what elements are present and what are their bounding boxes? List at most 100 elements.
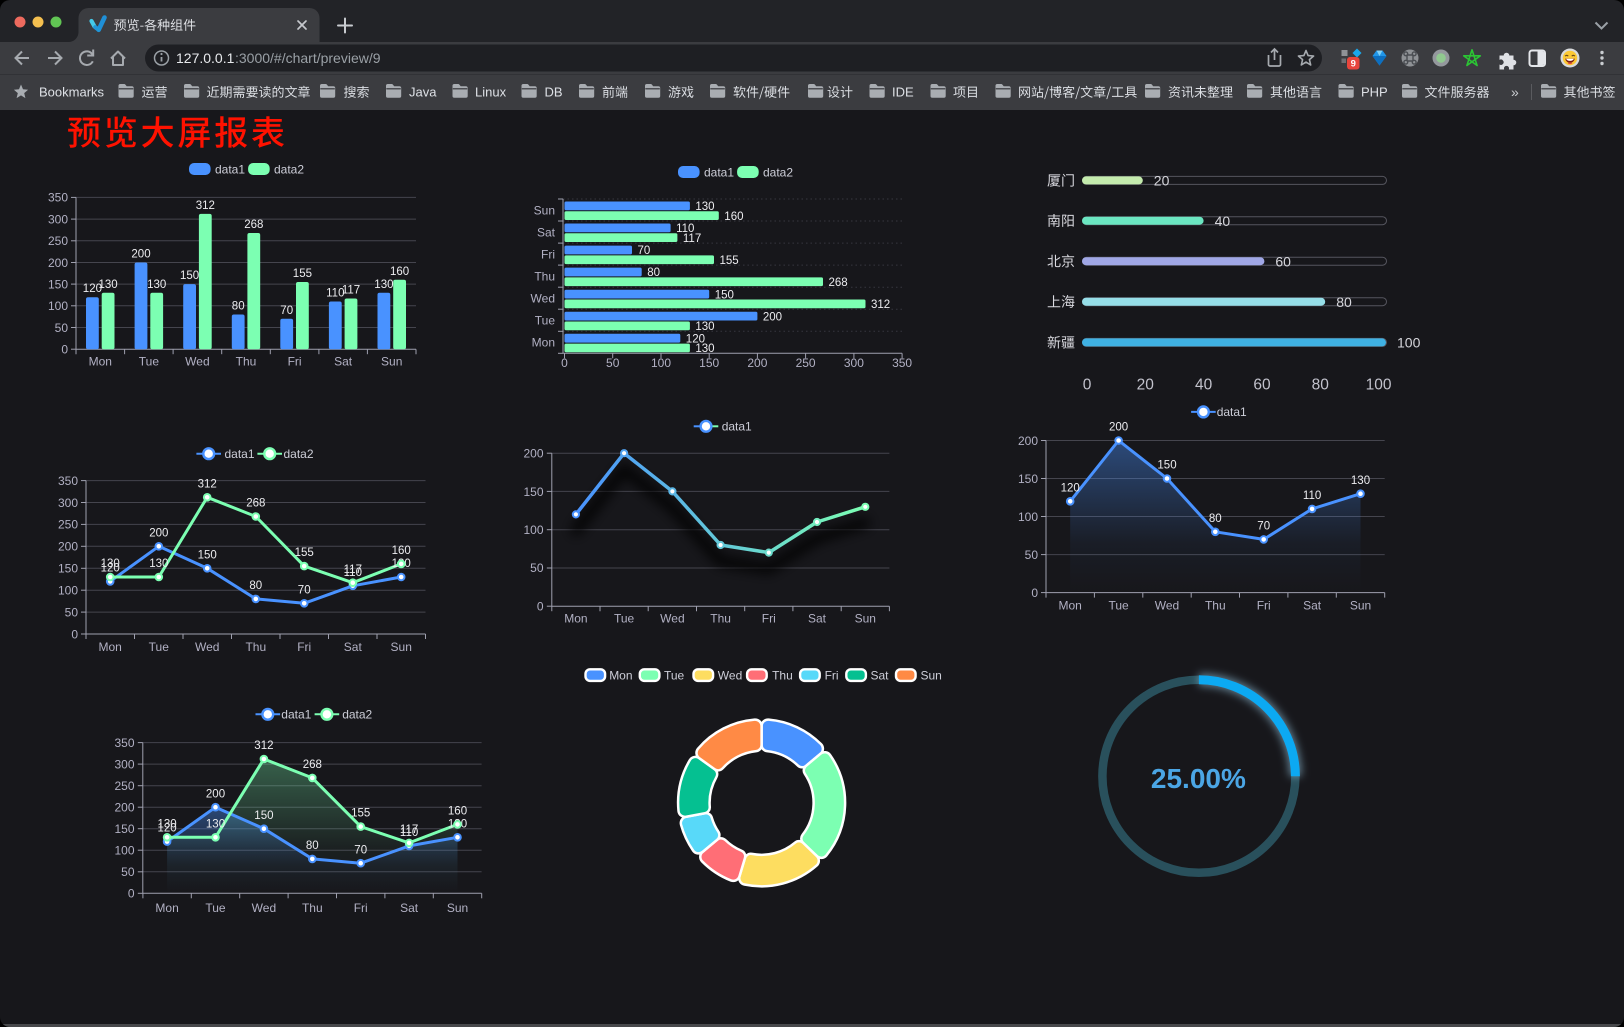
svg-text:350: 350 [58,474,78,488]
svg-text:312: 312 [198,478,217,490]
svg-text:Tue: Tue [149,640,170,654]
svg-text:150: 150 [180,270,199,282]
svg-text:Sat: Sat [400,901,419,915]
svg-text:Mon: Mon [564,612,587,626]
svg-text:350: 350 [48,191,68,205]
svg-text:data1: data1 [281,708,311,722]
svg-text:Mon: Mon [155,901,178,915]
svg-text:110: 110 [344,567,362,579]
svg-text:Wed: Wed [185,355,209,369]
svg-text:Thu: Thu [302,901,323,915]
svg-text:Sun: Sun [1350,599,1371,613]
svg-text:Sat: Sat [344,640,363,654]
svg-text:155: 155 [720,255,739,267]
svg-text:130: 130 [206,818,225,830]
svg-text:200: 200 [1109,422,1128,434]
svg-text:Tue: Tue [535,314,556,328]
svg-text:130: 130 [695,343,714,355]
svg-text:200: 200 [48,256,68,270]
svg-text:250: 250 [58,518,78,532]
svg-text:155: 155 [351,808,370,820]
svg-text:0: 0 [71,627,78,641]
svg-text:Thu: Thu [534,269,555,283]
svg-text:100: 100 [114,844,134,858]
svg-text:117: 117 [344,564,362,576]
svg-text:268: 268 [246,498,265,510]
svg-text:Wed: Wed [718,669,742,683]
svg-text:200: 200 [149,527,168,539]
svg-text:70: 70 [298,584,311,596]
svg-text:120: 120 [686,333,705,345]
svg-text:80: 80 [249,580,262,592]
svg-text:312: 312 [196,200,215,212]
svg-text:Thu: Thu [1205,599,1226,613]
svg-text:Mon: Mon [609,669,632,683]
svg-text:Fri: Fri [825,669,839,683]
svg-text:200: 200 [206,788,225,800]
svg-text:120: 120 [1061,482,1080,494]
svg-text:150: 150 [523,485,543,499]
svg-text:Sun: Sun [391,640,412,654]
svg-text:120: 120 [101,563,120,575]
svg-text:Mon: Mon [532,336,555,350]
svg-text:data2: data2 [274,162,304,176]
svg-text:100: 100 [1018,510,1038,524]
svg-text:200: 200 [747,356,767,370]
svg-text:50: 50 [1025,548,1039,562]
svg-text:117: 117 [400,824,418,836]
svg-text:Sat: Sat [537,225,556,239]
svg-text:20: 20 [1154,173,1170,189]
svg-text:0: 0 [537,600,544,614]
svg-text:312: 312 [871,299,890,311]
svg-text:200: 200 [1018,434,1038,448]
svg-text:127.0.0.1: 127.0.0.1 [176,50,235,66]
svg-text:200: 200 [58,540,78,554]
svg-text:data1: data1 [225,447,255,461]
svg-text:40: 40 [1215,213,1231,229]
svg-text:data2: data2 [342,708,372,722]
svg-text:130: 130 [695,201,714,213]
svg-text:80: 80 [306,840,319,852]
svg-text:Thu: Thu [772,669,793,683]
svg-text:data2: data2 [763,165,793,179]
svg-text:120: 120 [83,283,102,295]
svg-text:Fri: Fri [297,640,311,654]
svg-text:70: 70 [638,245,651,257]
svg-text:0: 0 [61,343,68,357]
svg-text:Sat: Sat [871,669,890,683]
svg-text:150: 150 [1157,460,1176,472]
svg-text:Mon: Mon [99,640,122,654]
svg-text:120: 120 [158,823,177,835]
svg-text:150: 150 [114,822,134,836]
svg-text:300: 300 [58,496,78,510]
svg-text:0: 0 [561,356,568,370]
svg-text:Wed: Wed [195,640,219,654]
svg-text:70: 70 [1257,521,1270,533]
svg-text:268: 268 [829,277,848,289]
svg-text:Linux: Linux [475,85,507,100]
svg-text:160: 160 [390,266,409,278]
svg-text::3000/#/chart/preview/9: :3000/#/chart/preview/9 [235,50,381,66]
svg-text:data1: data1 [704,165,734,179]
svg-text:Fri: Fri [541,247,555,261]
svg-text:Wed: Wed [1155,599,1179,613]
svg-text:Tue: Tue [664,669,685,683]
svg-text:Tue: Tue [614,612,635,626]
svg-text:110: 110 [400,827,418,839]
svg-text:Sun: Sun [534,203,555,217]
svg-text:110: 110 [1303,490,1321,502]
svg-text:Wed: Wed [660,612,684,626]
svg-text:130: 130 [99,279,118,291]
svg-text:0: 0 [1083,376,1092,393]
svg-text:Bookmarks: Bookmarks [39,85,105,100]
svg-text:data1: data1 [722,420,752,434]
svg-text:Fri: Fri [762,612,776,626]
svg-text:130: 130 [149,558,168,570]
svg-text:130: 130 [374,279,393,291]
svg-text:Java: Java [409,85,437,100]
svg-text:300: 300 [114,757,134,771]
svg-text:Tue: Tue [139,355,160,369]
svg-text:data1: data1 [1217,405,1247,419]
svg-text:130: 130 [695,321,714,333]
svg-text:150: 150 [699,356,719,370]
